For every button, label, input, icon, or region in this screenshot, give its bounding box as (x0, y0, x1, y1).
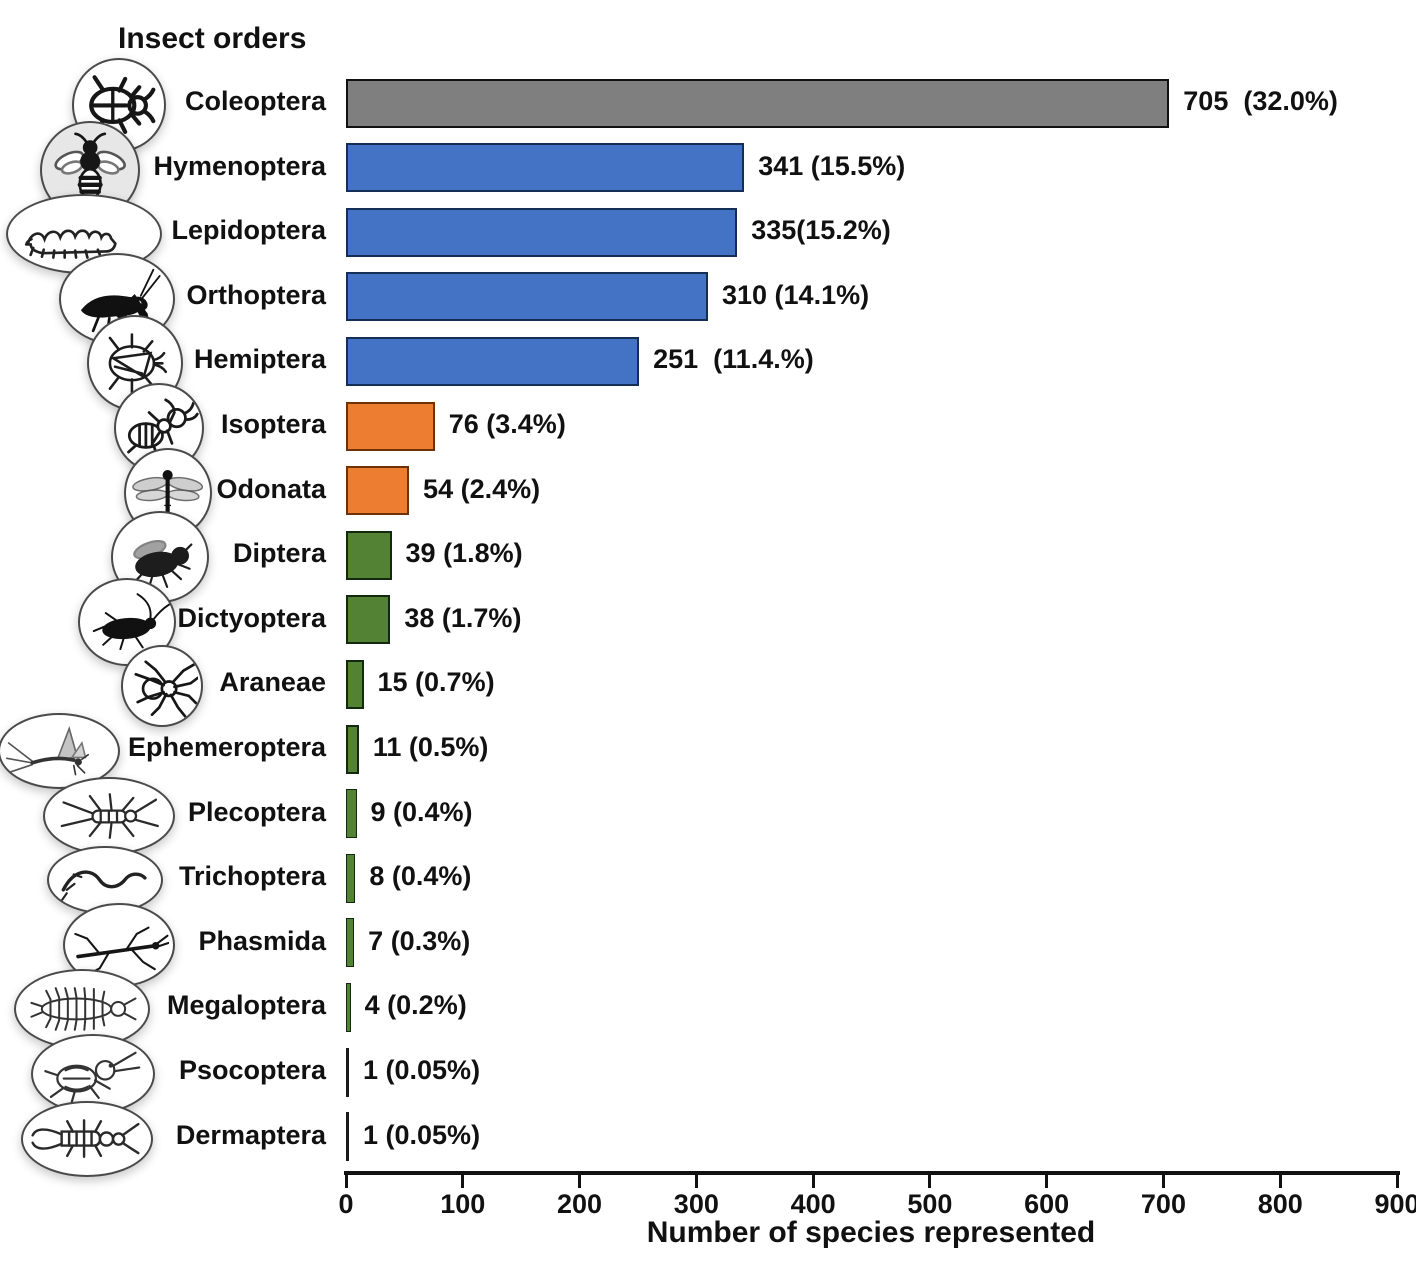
value-label-coleoptera: 705 (32.0%) (1183, 86, 1338, 116)
bar-psocoptera (346, 1047, 349, 1097)
x-axis-tick-700 (1161, 1175, 1165, 1188)
value-label-dictyoptera: 38 (1.7%) (404, 602, 522, 633)
order-label-psocoptera: Psocoptera (178, 1055, 326, 1085)
value-label-phasmida: 7 (0.3%) (368, 925, 471, 956)
x-axis-line (344, 1171, 1400, 1175)
x-axis-tick-label-0: 0 (338, 1189, 354, 1219)
x-axis-title: Number of species represented (646, 1216, 1096, 1249)
value-label-trichoptera: 8 (0.4%) (369, 861, 472, 892)
value-label-megaloptera: 4 (0.2%) (364, 990, 467, 1021)
x-axis-tick-label-900: 900 (1374, 1189, 1416, 1219)
bar-diptera (346, 530, 392, 580)
order-label-ephemeroptera: Ephemeroptera (127, 732, 326, 762)
x-axis-tick-0 (344, 1175, 348, 1188)
order-label-trichoptera: Trichoptera (178, 861, 326, 892)
value-label-odonata: 54 (2.4%) (423, 473, 541, 504)
x-axis-tick-label-400: 400 (790, 1189, 836, 1219)
order-label-diptera: Diptera (232, 538, 326, 569)
x-axis-tick-label-200: 200 (557, 1189, 603, 1219)
order-label-araneae: Araneae (219, 667, 326, 698)
bar-phasmida (346, 918, 355, 968)
order-label-dictyoptera: Dictyoptera (177, 602, 326, 633)
bar-trichoptera (346, 853, 356, 903)
caddisfly-icon (47, 846, 163, 915)
bar-hemiptera (346, 336, 640, 386)
bar-lepidoptera (346, 207, 738, 257)
value-label-orthoptera: 310 (14.1%) (722, 279, 870, 310)
bar-dictyoptera (346, 595, 391, 645)
x-axis-tick-label-800: 800 (1257, 1189, 1303, 1219)
bar-megaloptera (346, 982, 351, 1032)
earwig-icon (21, 1100, 153, 1177)
value-label-hemiptera: 251 (11.4.%) (653, 344, 814, 375)
order-label-hemiptera: Hemiptera (193, 344, 326, 375)
x-axis-tick-label-500: 500 (907, 1189, 953, 1219)
order-label-lepidoptera: Lepidoptera (171, 215, 326, 246)
value-label-ephemeroptera: 11 (0.5%) (372, 732, 489, 762)
bar-odonata (346, 466, 410, 516)
bar-hymenoptera (346, 143, 745, 193)
bar-coleoptera (346, 78, 1170, 128)
order-label-hymenoptera: Hymenoptera (153, 150, 326, 181)
order-label-dermaptera: Dermaptera (175, 1119, 326, 1150)
order-label-plecoptera: Plecoptera (187, 796, 326, 827)
x-axis-tick-label-700: 700 (1140, 1189, 1186, 1219)
value-label-isoptera: 76 (3.4%) (448, 409, 566, 439)
value-label-diptera: 39 (1.8%) (405, 538, 523, 569)
order-label-odonata: Odonata (216, 473, 326, 504)
x-axis-tick-800 (1278, 1175, 1282, 1188)
order-label-coleoptera: Coleoptera (184, 86, 326, 116)
order-label-isoptera: Isoptera (220, 409, 326, 439)
bar-plecoptera (346, 789, 357, 839)
bar-orthoptera (346, 272, 708, 322)
bar-ephemeroptera (346, 724, 359, 774)
order-label-phasmida: Phasmida (198, 925, 326, 956)
x-axis-tick-300 (694, 1175, 698, 1188)
x-axis-tick-500 (928, 1175, 932, 1188)
value-label-plecoptera: 9 (0.4%) (370, 796, 473, 827)
x-axis-tick-label-600: 600 (1024, 1189, 1070, 1219)
x-axis-tick-400 (811, 1175, 815, 1188)
order-label-megaloptera: Megaloptera (166, 990, 326, 1021)
value-label-hymenoptera: 341 (15.5%) (758, 150, 906, 181)
bar-araneae (346, 659, 364, 709)
order-label-orthoptera: Orthoptera (186, 279, 326, 310)
value-label-lepidoptera: 335(15.2%) (751, 215, 891, 246)
x-axis-tick-label-300: 300 (673, 1189, 719, 1219)
mayfly-icon (0, 713, 120, 789)
chart-title: Insect orders (118, 22, 307, 55)
x-axis-tick-900 (1395, 1175, 1399, 1188)
spider-icon (121, 645, 203, 728)
x-axis-tick-600 (1045, 1175, 1049, 1188)
x-axis-tick-label-100: 100 (440, 1189, 486, 1219)
x-axis-tick-200 (578, 1175, 582, 1188)
value-label-dermaptera: 1 (0.05%) (363, 1119, 481, 1150)
x-axis-tick-100 (461, 1175, 465, 1188)
value-label-psocoptera: 1 (0.05%) (363, 1055, 481, 1085)
hellgrammite-icon (14, 969, 150, 1050)
bar-isoptera (346, 401, 435, 451)
bar-dermaptera (346, 1112, 349, 1162)
value-label-araneae: 15 (0.7%) (377, 667, 495, 698)
